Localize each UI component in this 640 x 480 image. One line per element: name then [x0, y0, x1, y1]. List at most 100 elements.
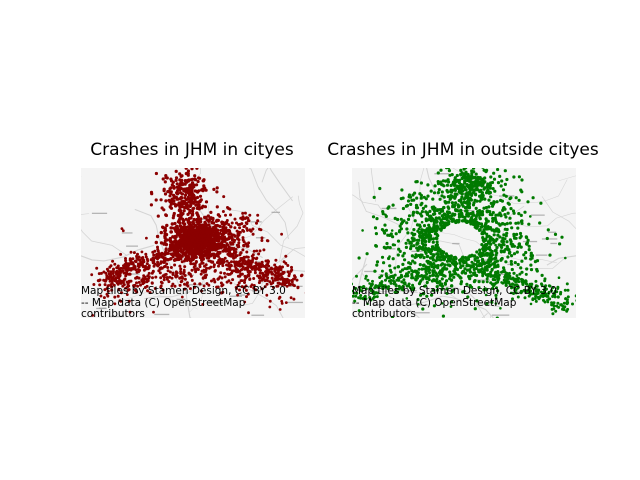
- crash-point: [375, 295, 379, 299]
- crash-point: [491, 211, 495, 215]
- crash-point: [195, 168, 199, 170]
- crash-point: [440, 183, 445, 187]
- crash-point: [512, 292, 515, 295]
- crash-point: [258, 249, 262, 253]
- crash-point: [385, 293, 389, 297]
- crash-point: [422, 256, 426, 260]
- crash-point: [216, 254, 220, 258]
- crash-point: [377, 285, 381, 289]
- crash-point: [412, 238, 416, 242]
- crash-point: [250, 254, 254, 258]
- crash-point: [406, 238, 410, 242]
- crash-point: [479, 269, 483, 273]
- crash-point: [406, 231, 410, 235]
- crash-point: [491, 187, 495, 191]
- crash-point: [158, 266, 162, 270]
- crash-point: [210, 279, 213, 283]
- crash-point: [394, 232, 398, 236]
- crash-point: [472, 168, 476, 170]
- crash-point: [402, 281, 406, 285]
- crash-point: [463, 271, 468, 275]
- crash-point: [124, 271, 128, 275]
- road-line: [426, 168, 450, 206]
- crash-point: [498, 174, 502, 178]
- crash-point: [474, 263, 478, 266]
- crash-point: [153, 249, 157, 253]
- crash-point: [184, 231, 188, 236]
- crash-point: [227, 247, 231, 251]
- crash-point: [260, 236, 264, 240]
- crash-point: [443, 274, 447, 278]
- crash-point: [410, 254, 414, 258]
- crash-point: [218, 235, 222, 239]
- crash-point: [417, 238, 421, 242]
- crash-point: [487, 191, 491, 195]
- crash-point: [512, 244, 516, 248]
- crash-point: [504, 273, 508, 277]
- crash-point: [400, 287, 404, 291]
- crash-point: [247, 241, 251, 245]
- crash-point: [472, 170, 476, 174]
- crash-point: [203, 205, 207, 209]
- crash-point: [556, 295, 560, 299]
- crash-point: [227, 261, 231, 265]
- crash-point: [207, 283, 211, 287]
- crash-point: [494, 243, 497, 247]
- crash-point: [400, 268, 405, 272]
- crash-point: [405, 227, 409, 231]
- crash-point: [195, 189, 199, 193]
- crash-point: [139, 283, 142, 287]
- crash-point: [153, 287, 157, 290]
- crash-point: [448, 270, 452, 274]
- crash-point: [249, 266, 253, 269]
- crash-point: [422, 267, 426, 271]
- crash-point: [471, 184, 475, 188]
- crash-point: [247, 265, 250, 269]
- crash-point: [488, 237, 492, 241]
- crash-point: [485, 219, 489, 223]
- crash-point: [388, 264, 392, 268]
- crash-point: [440, 284, 445, 288]
- crash-point: [159, 198, 163, 202]
- crash-point: [110, 285, 113, 289]
- road-line: [405, 266, 486, 318]
- crash-point: [564, 297, 567, 300]
- crash-point: [411, 270, 415, 274]
- crash-point: [389, 279, 393, 282]
- crash-point: [438, 208, 442, 212]
- crash-point: [475, 273, 479, 278]
- crash-point: [494, 229, 497, 233]
- crash-point: [200, 229, 204, 233]
- crash-point: [489, 273, 493, 277]
- crash-point: [488, 183, 492, 188]
- crash-point: [200, 223, 203, 227]
- road-line: [494, 212, 576, 229]
- crash-point: [182, 187, 186, 191]
- crash-point: [172, 235, 176, 239]
- crash-point: [195, 248, 199, 252]
- crash-point: [90, 273, 94, 277]
- crash-point: [167, 189, 171, 194]
- crash-point: [246, 255, 250, 259]
- crash-point: [425, 280, 429, 284]
- crash-point: [253, 271, 257, 275]
- crash-point: [411, 213, 415, 217]
- crash-point: [485, 280, 489, 284]
- crash-point: [255, 267, 259, 271]
- crash-point: [201, 277, 205, 280]
- road-line: [224, 196, 294, 244]
- crash-point: [464, 188, 468, 192]
- crash-point: [495, 316, 499, 318]
- crash-point: [102, 278, 106, 282]
- crash-point: [430, 245, 434, 249]
- crash-point: [524, 290, 528, 294]
- crash-point: [505, 240, 509, 244]
- crash-point: [432, 218, 436, 222]
- crash-point: [184, 227, 188, 231]
- crash-point: [280, 232, 283, 236]
- crash-point: [387, 285, 391, 289]
- crash-point: [146, 266, 150, 269]
- crash-point: [418, 223, 422, 227]
- crash-point: [233, 217, 237, 221]
- crash-point: [186, 191, 190, 195]
